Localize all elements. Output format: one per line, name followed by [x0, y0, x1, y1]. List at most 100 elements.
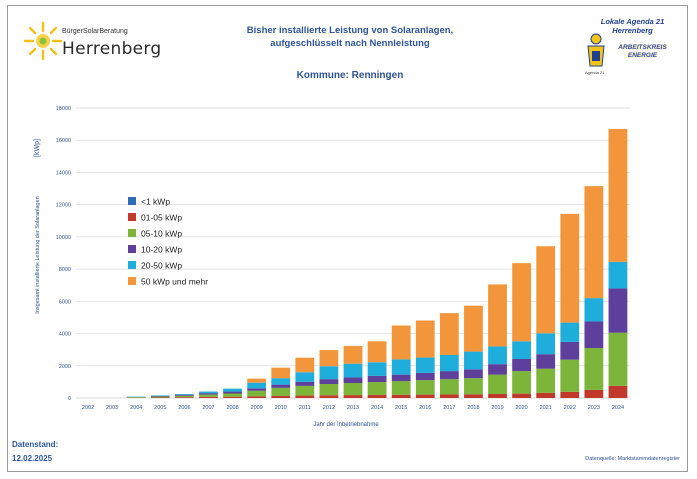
- energie-line: ENERGIE: [627, 52, 658, 59]
- x-tick-label: 2015: [395, 405, 407, 411]
- agenda-figure-icon: [587, 33, 605, 67]
- legend-label: 01-05 kWp: [141, 213, 182, 223]
- bar-segment: [174, 397, 194, 398]
- bar-segment: [271, 387, 291, 396]
- bars: [126, 128, 628, 398]
- bar-segment: [584, 389, 604, 398]
- legend-swatch: [128, 245, 136, 253]
- bar-segment: [367, 375, 387, 383]
- logo-big-text: Herrenberg: [62, 39, 162, 59]
- logo-small-text: BürgerSolarBeratung: [62, 28, 128, 35]
- bar-segment: [560, 322, 580, 342]
- legend-label: 05-10 kWp: [141, 229, 182, 239]
- y-tick-label: 0: [68, 396, 71, 402]
- bar-segment: [488, 393, 507, 398]
- bar-segment: [295, 395, 315, 398]
- bar-segment: [295, 372, 315, 382]
- x-tick-label: 2010: [275, 405, 287, 411]
- bar-segment: [488, 374, 507, 394]
- y-axis-label: Insgesamt installierte Leistung der Sola…: [35, 196, 41, 313]
- bar-segment: [271, 367, 291, 379]
- bar-segment: [584, 321, 604, 349]
- bar-segment: [536, 354, 556, 369]
- bar-segment: [536, 246, 556, 334]
- x-tick-label: 2007: [202, 405, 214, 411]
- bar-segment: [464, 305, 483, 352]
- data-status-label: Datenstand:: [12, 440, 59, 449]
- bar-segment: [608, 261, 628, 289]
- bar-segment: [415, 380, 435, 395]
- bar-segment: [415, 320, 435, 358]
- y-tick-label: 2000: [59, 364, 71, 370]
- y-tick-label: 14000: [56, 170, 71, 176]
- bar-segment: [174, 394, 194, 396]
- bar-segment: [512, 371, 532, 394]
- bar-segment: [415, 372, 435, 381]
- x-tick-label: 2011: [299, 405, 311, 411]
- x-tick-label: 2003: [106, 405, 118, 411]
- bar-segment: [199, 394, 218, 397]
- legend-label: <1 kWp: [141, 197, 170, 207]
- x-tick-label: 2019: [491, 405, 503, 411]
- agenda21-logo: Lokale Agenda 21 Herrenberg ARBEITSKREIS…: [585, 16, 680, 75]
- arbeitskreis-text: ARBEITSKREIS ENERGIE: [605, 44, 680, 60]
- y-tick-label: 8000: [59, 267, 71, 273]
- bar-segment: [319, 379, 339, 384]
- x-tick-label: 2023: [588, 405, 600, 411]
- bar-segment: [295, 381, 315, 386]
- bar-segment: [126, 397, 146, 398]
- x-axis-label: Jahr der Inbetriebnahme: [313, 422, 379, 428]
- bar-segment: [367, 362, 387, 376]
- agenda-line-1: Lokale Agenda 21: [600, 17, 665, 26]
- bar-segment: [319, 350, 339, 367]
- chart-subtitle: Kommune: Renningen: [296, 70, 404, 81]
- bar-segment: [295, 385, 315, 396]
- bar-segment: [439, 394, 459, 398]
- sun-icon: [23, 21, 63, 61]
- x-tick-label: 2009: [251, 405, 263, 411]
- bar-segment: [608, 385, 628, 398]
- bar-segment: [584, 186, 604, 299]
- bar-segment: [247, 396, 267, 398]
- legend-swatch: [128, 197, 136, 205]
- bar-segment: [367, 341, 387, 363]
- x-tick-label: 2022: [564, 405, 576, 411]
- x-tick-label: 2005: [154, 405, 166, 411]
- bar-segment: [271, 378, 291, 385]
- data-status-date: 12.02.2025: [12, 454, 53, 463]
- data-status: Datenstand: 12.02.2025: [12, 438, 58, 466]
- bar-segment: [223, 396, 242, 398]
- bar-segment: [464, 369, 483, 379]
- chart-title: Bisher installierte Leistung von Solaran…: [200, 24, 500, 50]
- bar-segment: [391, 381, 411, 395]
- bar-segment: [584, 348, 604, 390]
- bar-segment: [174, 393, 194, 395]
- legend-label: 10-20 kWp: [141, 245, 182, 255]
- bar-segment: [223, 391, 242, 394]
- bar-segment: [150, 395, 170, 397]
- y-tick-label: 16000: [56, 138, 71, 144]
- agenda-text: Lokale Agenda 21 Herrenberg: [585, 17, 680, 35]
- legend-swatch: [128, 213, 136, 221]
- bar-segment: [439, 354, 459, 372]
- x-tick-label: 2018: [467, 405, 479, 411]
- y-tick-label: 18000: [56, 106, 71, 112]
- bar-segment: [271, 395, 291, 398]
- legend-swatch: [128, 261, 136, 269]
- bar-segment: [439, 313, 459, 355]
- bar-segment: [319, 383, 339, 396]
- legend-label: 20-50 kWp: [141, 261, 182, 271]
- bar-segment: [415, 394, 435, 398]
- agenda-small-text: Agenda 21: [585, 70, 605, 75]
- bar-segment: [464, 378, 483, 395]
- legend-label: 50 kWp und mehr: [141, 277, 208, 287]
- buergersolarberatung-logo: BürgerSolarBeratung Herrenberg: [22, 20, 172, 70]
- y-tick-label: 6000: [59, 299, 71, 305]
- bar-segment: [391, 374, 411, 382]
- bar-segment: [343, 377, 363, 384]
- bar-segment: [199, 396, 218, 398]
- legend: <1 kWp 01-05 kWp 05-10 kWp 10-20 kWp 20-50 k…: [128, 197, 208, 287]
- bar-segment: [343, 395, 363, 398]
- x-tick-label: 2002: [82, 405, 94, 411]
